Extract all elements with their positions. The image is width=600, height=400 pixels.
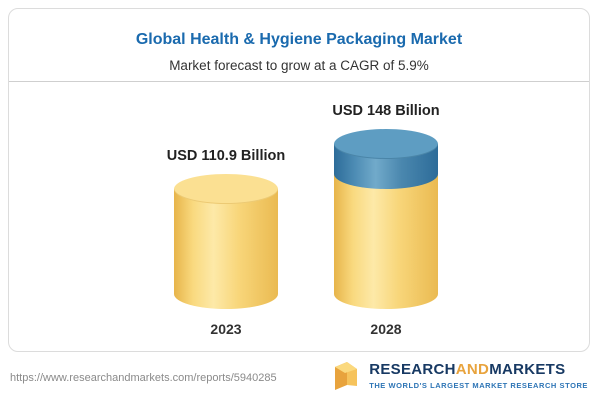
- value-label-2028: USD 148 Billion: [332, 103, 440, 119]
- year-label-2023: 2023: [210, 321, 242, 337]
- chart-subtitle: Market forecast to grow at a CAGR of 5.9…: [169, 58, 429, 73]
- bar-2023: USD 110.9 Billion 2023: [167, 148, 285, 337]
- research-and-markets-logo: RESEARCHANDMARKETS THE WORLD'S LARGEST M…: [330, 360, 588, 392]
- cylinder-2023-top-ellipse: [174, 174, 278, 204]
- bar-2028: USD 148 Billion 2028: [332, 103, 439, 337]
- year-label-2028: 2028: [370, 321, 402, 337]
- chart-card: Global Health & Hygiene Packaging Market…: [8, 8, 590, 352]
- logo-word-research: RESEARCH: [369, 361, 456, 379]
- report-url: https://www.researchandmarkets.com/repor…: [10, 372, 277, 384]
- value-label-2023: USD 110.9 Billion: [166, 148, 286, 164]
- chart-title: Global Health & Hygiene Packaging Market: [135, 31, 463, 48]
- logo-wordmark: RESEARCHANDMARKETS: [369, 362, 565, 379]
- cylinder-2028: [334, 129, 438, 309]
- logo-flag-icon: [330, 360, 362, 392]
- divider-line: [9, 81, 589, 82]
- logo-tagline: THE WORLD'S LARGEST MARKET RESEARCH STOR…: [369, 380, 588, 390]
- cylinder-2028-top-ellipse: [334, 129, 438, 159]
- logo-text: RESEARCHANDMARKETS THE WORLD'S LARGEST M…: [369, 362, 588, 390]
- logo-word-and: AND: [455, 361, 490, 379]
- cylinder-2023: [174, 174, 278, 309]
- cylinder-2023-body: [174, 189, 278, 309]
- logo-word-markets: MARKETS: [489, 361, 566, 379]
